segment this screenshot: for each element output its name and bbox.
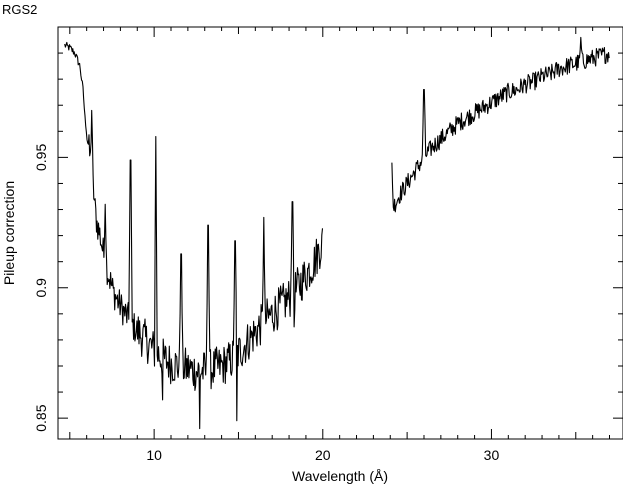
y-tick-label: 0.9 — [33, 278, 49, 298]
y-tick-label: 0.85 — [33, 404, 49, 431]
series-line-1 — [64, 41, 324, 430]
x-tick-label: 30 — [484, 447, 500, 463]
y-axis-ticks: 0.85 0.9 0.95 — [33, 26, 623, 432]
chart-title: RGS2 — [2, 2, 37, 17]
y-axis-label: Pileup correction — [1, 181, 17, 285]
y-tick-label: 0.95 — [33, 144, 49, 171]
series-line-2 — [391, 36, 610, 213]
x-tick-label: 20 — [315, 447, 331, 463]
x-axis-ticks: 10 20 30 — [69, 27, 611, 463]
x-axis-label: Wavelength (Å) — [292, 468, 388, 484]
x-tick-label: 10 — [146, 447, 162, 463]
plot-frame — [57, 26, 623, 440]
data-lines — [64, 36, 610, 430]
